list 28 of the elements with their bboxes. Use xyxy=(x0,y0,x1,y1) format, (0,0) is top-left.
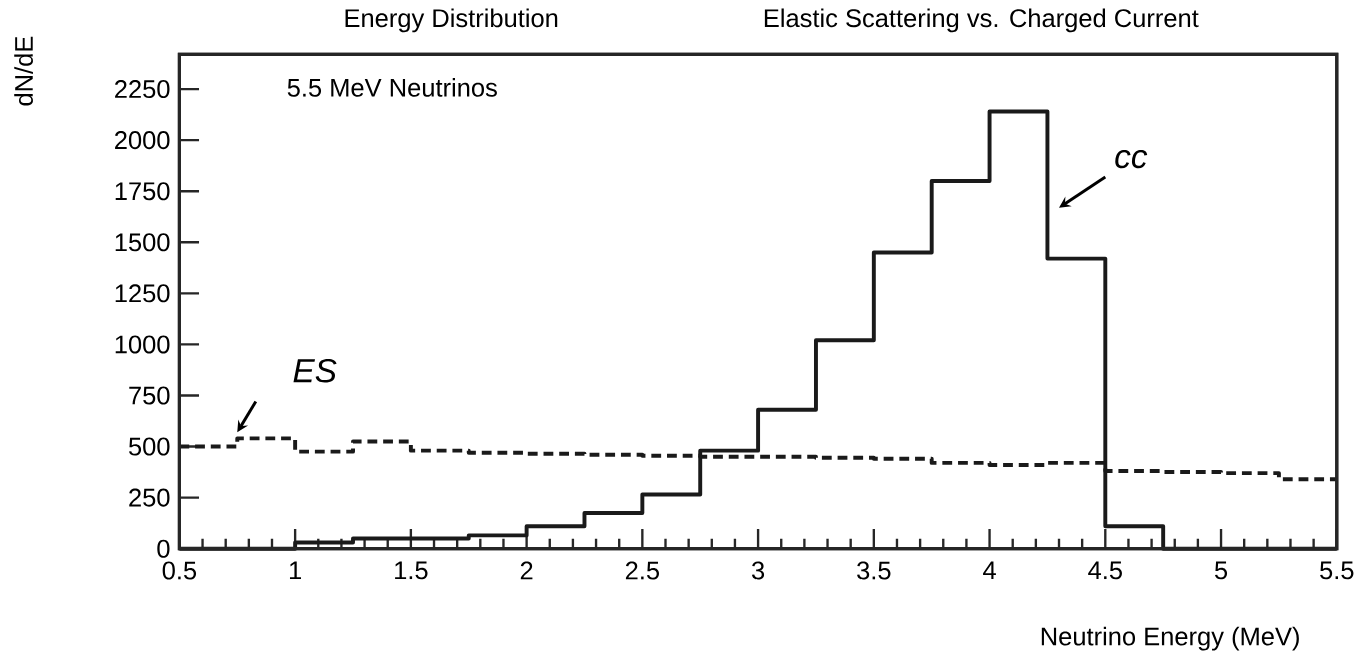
x-tick-label: 1.5 xyxy=(395,561,428,580)
y-tick-label: 1250 xyxy=(115,284,170,303)
series-label: ES xyxy=(293,358,337,383)
y-tick-label: 1750 xyxy=(115,182,170,201)
x-tick-label: 4 xyxy=(983,561,996,580)
x-tick-label: 1 xyxy=(289,561,301,580)
x-tick-label: 3.5 xyxy=(857,561,891,580)
x-tick-label: 4.5 xyxy=(1088,561,1122,580)
y-tick-label: 500 xyxy=(128,437,170,456)
x-tick-label: 5 xyxy=(1214,561,1228,580)
x-axis-title: Neutrino Energy (MeV) xyxy=(1041,626,1299,651)
y-tick-label: 2250 xyxy=(115,80,170,99)
chart-subtitle: Elastic Scattering vs. Charged Current xyxy=(764,8,1199,33)
x-tick-label: 2 xyxy=(520,561,533,580)
x-tick-label: 2.5 xyxy=(625,561,659,580)
chart-title: Energy Distribution xyxy=(345,8,558,33)
y-tick-label: 750 xyxy=(129,386,170,405)
y-tick-label: 2000 xyxy=(115,131,170,150)
x-tick-label: 3 xyxy=(751,561,765,580)
y-axis-title: dN/dE xyxy=(14,36,33,106)
y-tick-label: 250 xyxy=(129,488,170,507)
x-tick-label: 5.5 xyxy=(1320,561,1354,580)
annotation: 5.5 MeV Neutrinos xyxy=(287,78,497,97)
y-tick-label: 1000 xyxy=(115,335,170,354)
y-tick-label: 1500 xyxy=(115,233,170,252)
x-tick-label: 0.5 xyxy=(162,561,197,580)
text: cc xyxy=(1115,149,1148,169)
y-tick-label: 0 xyxy=(157,539,170,558)
